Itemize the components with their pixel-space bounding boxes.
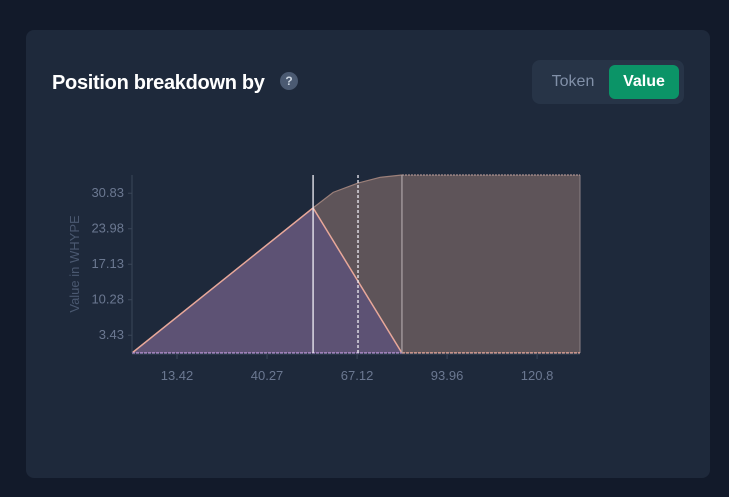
y-tick-label: 10.28: [91, 292, 124, 307]
toggle-token-button[interactable]: Token: [551, 73, 595, 90]
y-tick-label: 3.43: [99, 327, 124, 342]
y-tick-label: 30.83: [91, 185, 124, 200]
x-tick-label: 13.42: [161, 368, 194, 383]
toggle-value-button[interactable]: Value: [609, 65, 679, 99]
question-circle-icon[interactable]: ?: [280, 72, 298, 90]
y-tick-label: 23.98: [91, 221, 124, 236]
breakdown-toggle: Token Value: [532, 60, 684, 104]
y-axis-label: Value in WHYPE: [67, 215, 82, 313]
x-tick-label: 120.8: [521, 368, 554, 383]
x-tick-label: 67.12: [341, 368, 374, 383]
x-tick-label: 93.96: [431, 368, 464, 383]
value-curve: [312, 174, 403, 209]
card-title: Position breakdown by: [52, 72, 265, 94]
series-area-1: [132, 207, 580, 353]
y-tick-label: 17.13: [91, 256, 124, 271]
x-tick-label: 40.27: [251, 368, 284, 383]
